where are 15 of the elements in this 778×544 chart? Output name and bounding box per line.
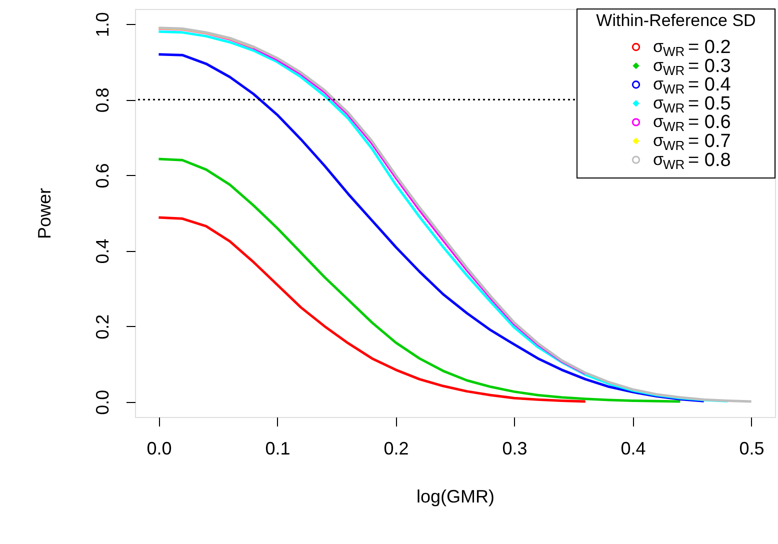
x-tick-label: 0.1 — [265, 438, 290, 458]
y-axis-title: Power — [34, 188, 54, 240]
y-tick-label: 0.4 — [92, 238, 112, 264]
y-tick-label: 0.0 — [92, 390, 112, 415]
y-tick-label: 0.8 — [92, 88, 112, 113]
y-tick-label: 0.6 — [92, 163, 112, 188]
x-tick-label: 0.4 — [620, 438, 646, 458]
x-tick-label: 0.3 — [502, 438, 528, 458]
y-tick-label: 1.0 — [92, 12, 112, 38]
x-axis-title: log(GMR) — [416, 486, 495, 506]
x-tick-label: 0.0 — [146, 438, 172, 458]
x-tick-label: 0.2 — [384, 438, 409, 458]
x-tick-label: 0.5 — [739, 438, 764, 458]
legend-title: Within-Reference SD — [596, 11, 756, 30]
y-tick-label: 0.2 — [92, 314, 112, 340]
